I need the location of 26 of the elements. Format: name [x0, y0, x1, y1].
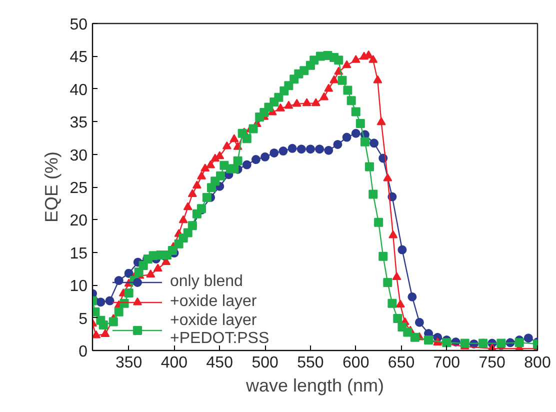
legend-label: only blend	[170, 273, 243, 291]
x-tick-label: 400	[160, 354, 188, 372]
x-tick-label: 600	[342, 354, 370, 372]
x-tick-label: 650	[388, 354, 415, 372]
y-tick-label: 15	[70, 245, 88, 262]
y-tick-label: 45	[70, 49, 88, 66]
y-tick-label: 35	[70, 114, 88, 132]
y-tick-label: 25	[70, 180, 88, 197]
x-tick-label: 500	[252, 354, 278, 372]
y-tick-label: 40	[70, 82, 88, 99]
y-axis-title: EQE (%)	[42, 151, 62, 223]
x-tick-label: 350	[115, 354, 142, 372]
x-tick-label: 800	[524, 354, 551, 372]
y-tick-label: 50	[70, 16, 88, 34]
legend-label: +oxide layer +PEDOT:PSS	[170, 312, 270, 348]
legend-label: +oxide layer	[170, 293, 257, 311]
y-tick-label: 0	[78, 344, 88, 360]
x-tick-label: 450	[206, 354, 234, 372]
x-tick-label: 550	[297, 354, 324, 372]
y-tick-label: 5	[78, 310, 88, 328]
y-tick-label: 20	[70, 212, 88, 230]
x-tick-label: 700	[433, 354, 460, 372]
y-tick-label: 30	[70, 147, 88, 164]
x-axis-title: wave length (nm)	[244, 376, 384, 396]
y-tick-label: 10	[70, 278, 88, 296]
x-tick-label: 750	[478, 354, 506, 372]
